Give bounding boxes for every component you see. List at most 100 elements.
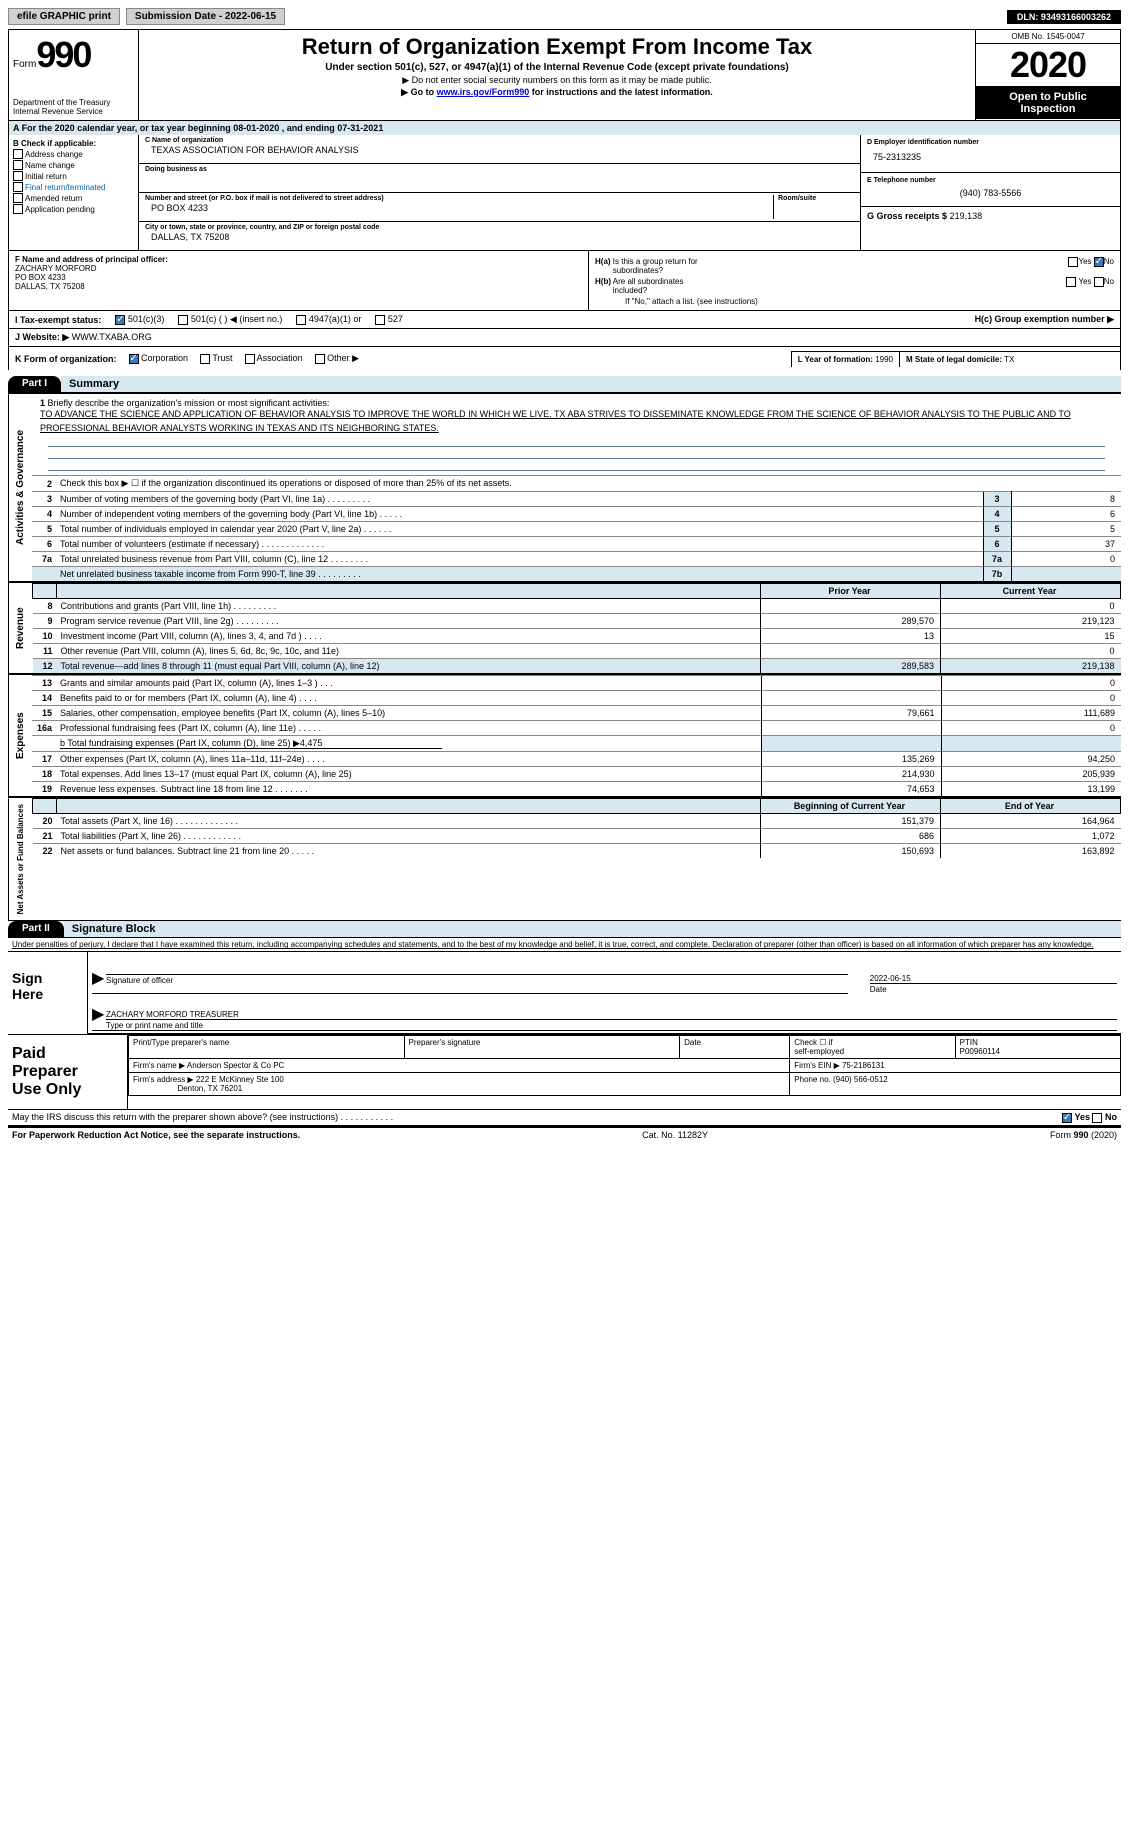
form-number: 990 bbox=[36, 34, 90, 75]
line-16b: b Total fundraising expenses (Part IX, c… bbox=[56, 736, 761, 752]
subtitle-3-pre: ▶ Go to bbox=[401, 87, 436, 97]
line-14: Benefits paid to or for members (Part IX… bbox=[56, 691, 761, 706]
firm-ein: 75-2186131 bbox=[842, 1061, 885, 1070]
label-527: 527 bbox=[388, 314, 403, 324]
footer-right-pre: Form bbox=[1050, 1130, 1074, 1140]
cy-22: 163,892 bbox=[941, 844, 1121, 859]
label-trust: Trust bbox=[212, 353, 232, 363]
dba bbox=[145, 173, 854, 190]
footer-right-post: (2020) bbox=[1088, 1130, 1117, 1140]
prep-h5: PTIN bbox=[960, 1038, 978, 1047]
f-officer-label: F Name and address of principal officer: bbox=[15, 255, 168, 264]
submission-date-button[interactable]: Submission Date - 2022-06-15 bbox=[126, 8, 285, 25]
line-9: Program service revenue (Part VIII, line… bbox=[57, 614, 761, 629]
checkbox-initial-return[interactable] bbox=[13, 171, 23, 181]
checkbox-hb-yes[interactable] bbox=[1066, 277, 1076, 287]
checkbox-other[interactable] bbox=[315, 354, 325, 364]
checkbox-ha-yes[interactable] bbox=[1068, 257, 1078, 267]
label-irs-yes: Yes bbox=[1074, 1112, 1090, 1122]
omb-number: OMB No. 1545-0047 bbox=[976, 30, 1120, 44]
subtitle-2: ▶ Do not enter social security numbers o… bbox=[147, 75, 967, 86]
hdr-eoy: End of Year bbox=[941, 799, 1121, 814]
org-name: TEXAS ASSOCIATION FOR BEHAVIOR ANALYSIS bbox=[145, 144, 854, 161]
checkbox-501c3[interactable] bbox=[115, 315, 125, 325]
checkbox-hb-no[interactable] bbox=[1094, 277, 1104, 287]
declaration-text: Under penalties of perjury, I declare th… bbox=[8, 938, 1121, 952]
i-label: I Tax-exempt status: bbox=[15, 315, 101, 325]
val-4: 6 bbox=[1011, 507, 1121, 522]
signer-name-label: Type or print name and title bbox=[106, 1019, 1117, 1030]
firm-addr-label: Firm's address ▶ bbox=[133, 1075, 194, 1084]
checkbox-corp[interactable] bbox=[129, 354, 139, 364]
checkbox-4947[interactable] bbox=[296, 315, 306, 325]
firm-phone-label: Phone no. bbox=[794, 1075, 830, 1084]
val-3: 8 bbox=[1011, 492, 1121, 507]
label-501c: 501(c) ( ) ◀ (insert no.) bbox=[191, 314, 282, 324]
firm-name-label: Firm's name ▶ bbox=[133, 1061, 185, 1070]
page-title: Return of Organization Exempt From Incom… bbox=[147, 34, 967, 60]
checkbox-amended[interactable] bbox=[13, 193, 23, 203]
cy-12: 219,138 bbox=[941, 659, 1121, 674]
tax-year: 2020 bbox=[976, 44, 1120, 87]
line-11: Other revenue (Part VIII, column (A), li… bbox=[57, 644, 761, 659]
checkbox-assoc[interactable] bbox=[245, 354, 255, 364]
form-label: Form bbox=[13, 59, 36, 70]
part-ii-title: Signature Block bbox=[64, 921, 1121, 937]
label-address-change: Address change bbox=[25, 150, 83, 159]
dln-label: DLN: 93493166003262 bbox=[1007, 10, 1121, 24]
py-12: 289,583 bbox=[761, 659, 941, 674]
line-22: Net assets or fund balances. Subtract li… bbox=[57, 844, 761, 859]
label-amended: Amended return bbox=[25, 194, 82, 203]
line-16a: Professional fundraising fees (Part IX, … bbox=[56, 721, 761, 736]
line-7b: Net unrelated business taxable income fr… bbox=[56, 567, 983, 582]
paid-preparer-label: PaidPreparerUse Only bbox=[8, 1035, 128, 1109]
irs-discuss-question: May the IRS discuss this return with the… bbox=[12, 1112, 393, 1123]
checkbox-name-change[interactable] bbox=[13, 160, 23, 170]
footer-right-bold: 990 bbox=[1073, 1130, 1088, 1140]
street-address: PO BOX 4233 bbox=[145, 202, 773, 219]
firm-addr1: 222 E McKinney Ste 100 bbox=[196, 1075, 284, 1084]
label-501c3: 501(c)(3) bbox=[128, 314, 165, 324]
gross-receipts: 219,138 bbox=[950, 211, 983, 221]
footer-left: For Paperwork Reduction Act Notice, see … bbox=[12, 1130, 300, 1140]
checkbox-irs-yes[interactable] bbox=[1062, 1113, 1072, 1123]
row-a-tax-year: A For the 2020 calendar year, or tax yea… bbox=[8, 121, 1121, 135]
checkbox-address-change[interactable] bbox=[13, 149, 23, 159]
checkbox-app-pending[interactable] bbox=[13, 204, 23, 214]
checkbox-ha-no[interactable] bbox=[1094, 257, 1104, 267]
hdr-current: Current Year bbox=[941, 584, 1121, 599]
line-5: Total number of individuals employed in … bbox=[56, 522, 983, 537]
label-4947: 4947(a)(1) or bbox=[309, 314, 362, 324]
j-website-label: J Website: ▶ bbox=[15, 332, 69, 342]
checkbox-irs-no[interactable] bbox=[1092, 1113, 1102, 1123]
checkbox-trust[interactable] bbox=[200, 354, 210, 364]
footer-mid: Cat. No. 11282Y bbox=[642, 1130, 708, 1140]
hc-label: H(c) Group exemption number ▶ bbox=[975, 314, 1114, 324]
py-15: 79,661 bbox=[761, 706, 941, 721]
checkbox-527[interactable] bbox=[375, 315, 385, 325]
irs-form990-link[interactable]: www.irs.gov/Form990 bbox=[437, 87, 530, 97]
c-dba-label: Doing business as bbox=[145, 166, 854, 173]
line-17: Other expenses (Part IX, column (A), lin… bbox=[56, 752, 761, 767]
ein-value: 75-2313235 bbox=[867, 146, 1114, 168]
line-20: Total assets (Part X, line 16) . . . . .… bbox=[57, 814, 761, 829]
checkbox-final-return[interactable] bbox=[13, 182, 23, 192]
part-i-tag: Part I bbox=[8, 376, 61, 392]
c-city-label: City or town, state or province, country… bbox=[145, 224, 854, 231]
year-formation: 1990 bbox=[875, 355, 893, 364]
line-6: Total number of volunteers (estimate if … bbox=[56, 537, 983, 552]
hb-note: If "No," attach a list. (see instruction… bbox=[595, 297, 1114, 306]
cy-11: 0 bbox=[941, 644, 1121, 659]
cy-14: 0 bbox=[941, 691, 1121, 706]
officer-addr2: DALLAS, TX 75208 bbox=[15, 282, 582, 291]
line-8: Contributions and grants (Part VIII, lin… bbox=[57, 599, 761, 614]
val-7a: 0 bbox=[1011, 552, 1121, 567]
efile-button[interactable]: efile GRAPHIC print bbox=[8, 8, 120, 25]
py-13 bbox=[761, 676, 941, 691]
cy-18: 205,939 bbox=[941, 767, 1121, 782]
py-21: 686 bbox=[761, 829, 941, 844]
sig-date-label: Date bbox=[870, 983, 1117, 994]
py-9: 289,570 bbox=[761, 614, 941, 629]
checkbox-501c[interactable] bbox=[178, 315, 188, 325]
line-15: Salaries, other compensation, employee b… bbox=[56, 706, 761, 721]
